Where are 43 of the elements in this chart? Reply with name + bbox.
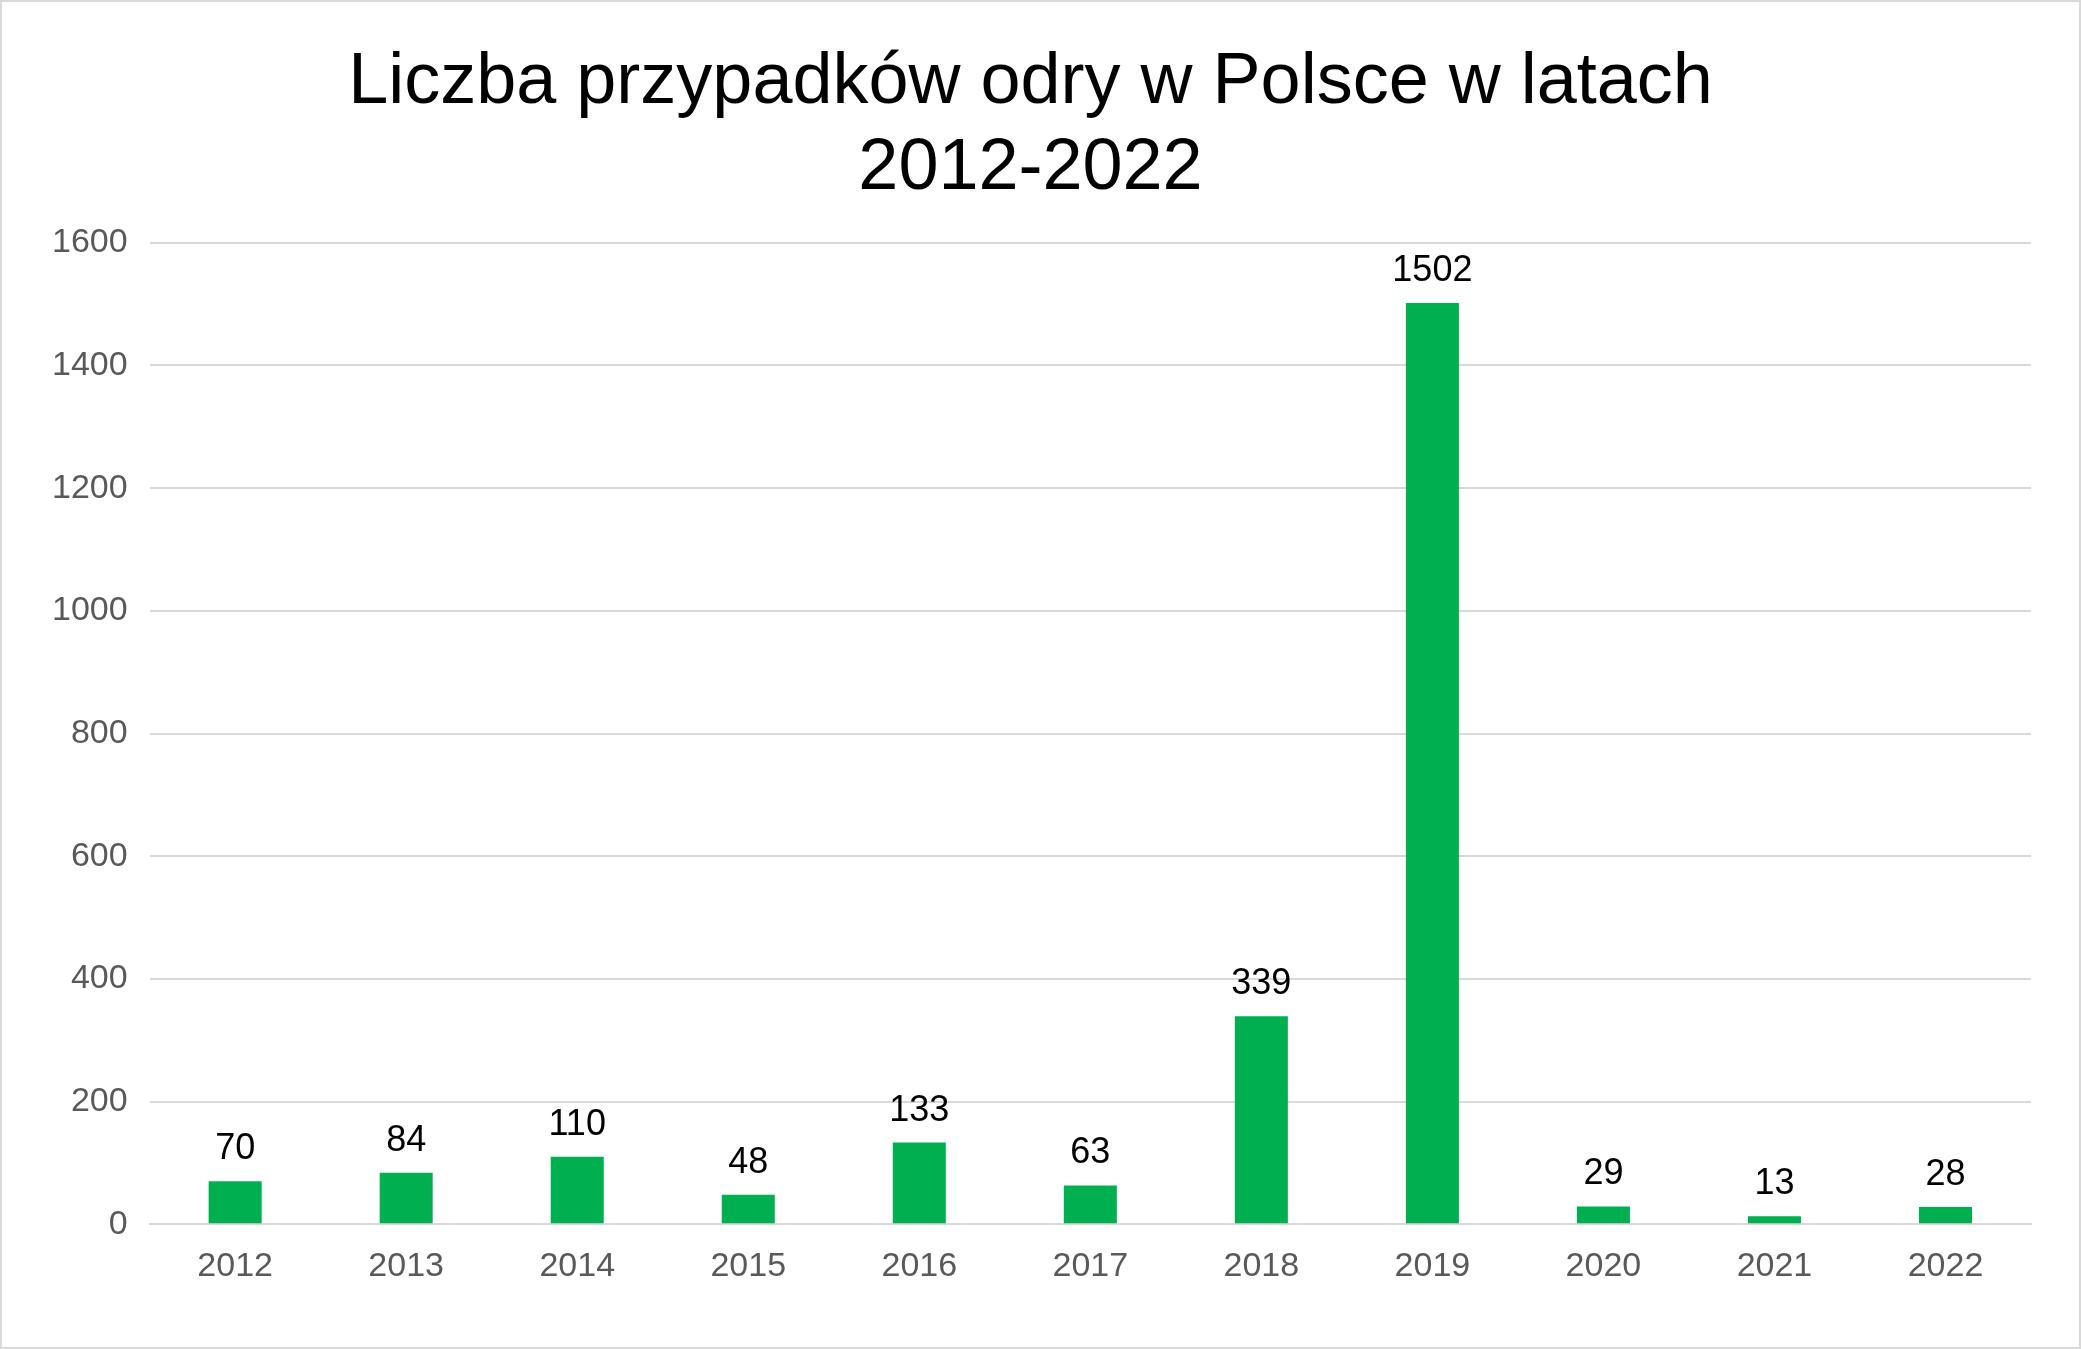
y-tick-label: 1600 [52,221,128,260]
chart-title: Liczba przypadków odry w Polsce w latach 2012-2022 [348,38,1713,205]
y-tick-label: 0 [108,1202,128,1241]
x-tick-label: 2014 [539,1244,616,1283]
bar [379,1172,433,1224]
bar [1576,1206,1630,1224]
x-tick-label: 2019 [1394,1244,1471,1283]
data-label: 84 [386,1117,427,1159]
data-label: 13 [1754,1161,1795,1203]
y-tick-label: 800 [70,711,128,750]
bar [721,1194,775,1224]
data-label: 110 [548,1101,606,1143]
bar [208,1181,262,1224]
data-label: 1502 [1392,247,1473,289]
y-tick-label: 200 [70,1079,128,1118]
y-tick-label: 400 [70,957,128,996]
y-tick-label: 600 [70,834,128,873]
data-label: 63 [1070,1130,1111,1172]
y-tick-label: 1200 [52,466,128,505]
bar [1234,1016,1288,1224]
x-tick-label: 2017 [1052,1244,1129,1283]
x-tick-label: 2015 [710,1244,787,1283]
y-tick-label: 1000 [52,589,128,628]
data-label: 48 [728,1139,769,1181]
x-tick-label: 2021 [1736,1244,1813,1283]
x-tick-label: 2018 [1223,1244,1300,1283]
bar [1405,302,1459,1224]
y-tick-label: 1400 [52,343,128,382]
bar [550,1156,604,1224]
data-label: 133 [889,1087,950,1129]
x-tick-label: 2012 [197,1244,273,1283]
bar [1918,1207,1972,1224]
bar [892,1142,946,1224]
data-label: 339 [1231,961,1292,1003]
x-tick-label: 2016 [881,1244,958,1283]
bar [1747,1216,1801,1224]
x-tick-label: 2020 [1565,1244,1642,1283]
x-tick-label: 2022 [1907,1244,1984,1283]
data-label: 29 [1583,1151,1624,1193]
bar [1063,1185,1117,1224]
x-tick-label: 2013 [368,1244,445,1283]
data-label: 70 [215,1126,256,1168]
data-label: 28 [1925,1151,1966,1193]
